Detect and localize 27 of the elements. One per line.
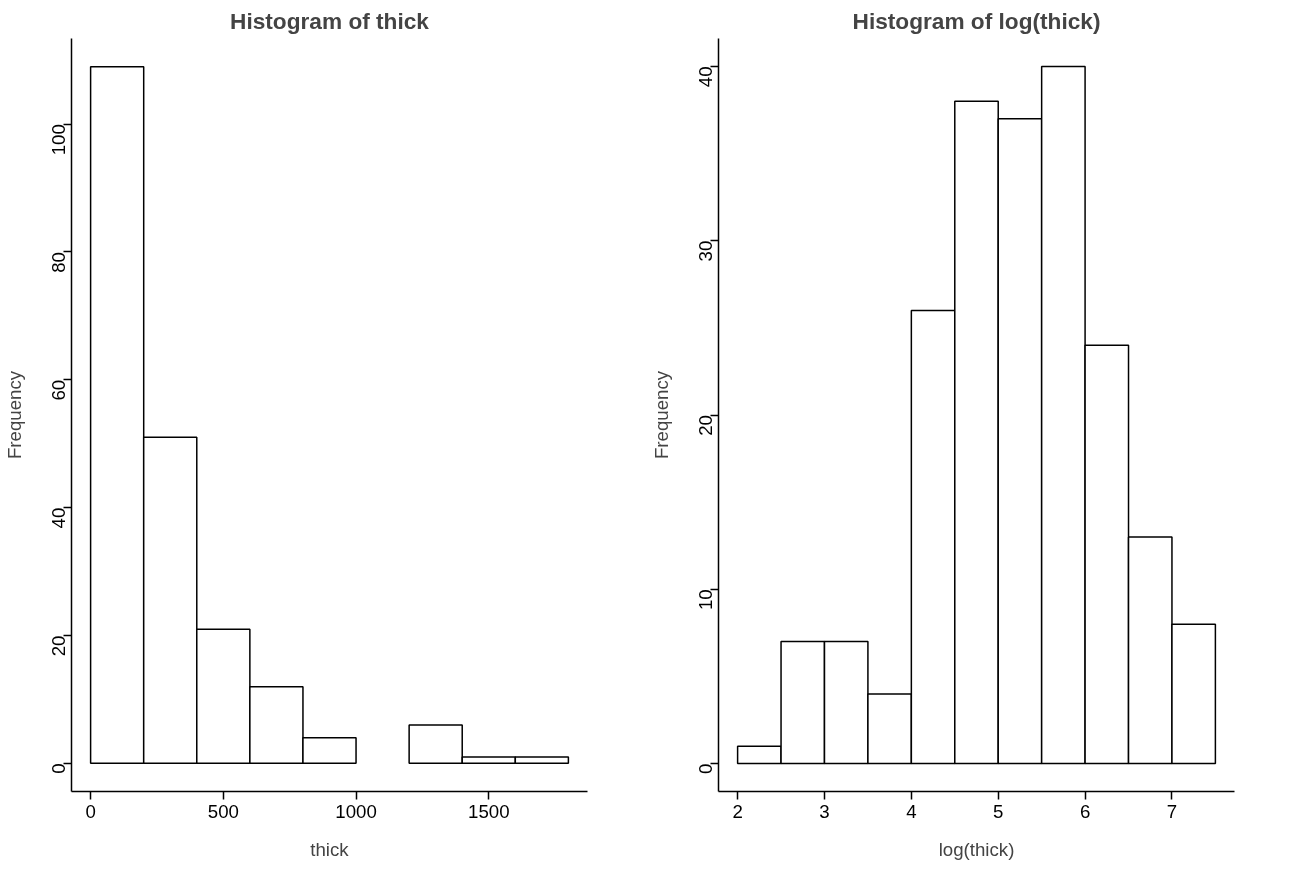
y-tick-label: 40 [48, 507, 69, 529]
x-tick-label: 0 [85, 800, 96, 822]
x-tick-label: 500 [207, 800, 239, 822]
y-tick-label: 20 [48, 635, 69, 657]
y-tick-label: 40 [695, 66, 716, 88]
y-axis-title: Frequency [650, 370, 672, 460]
x-tick-label: 5 [993, 800, 1004, 822]
y-tick-label: 30 [695, 240, 716, 262]
x-tick-label: 2 [732, 800, 743, 822]
x-tick-label: 7 [1166, 800, 1178, 822]
x-tick-label: 6 [1079, 800, 1091, 822]
y-tick-label: 10 [695, 589, 716, 611]
x-axis-title: thick [310, 838, 350, 860]
x-tick-label: 3 [819, 800, 830, 822]
chart-title: Histogram of log(thick) [852, 7, 1101, 34]
y-tick-label: 100 [48, 124, 69, 156]
x-tick-label: 1500 [468, 800, 510, 822]
y-tick-label: 80 [48, 251, 69, 273]
x-tick-label: 1000 [335, 800, 377, 822]
x-axis-title: log(thick) [938, 838, 1015, 860]
y-axis-title: Frequency [3, 370, 25, 460]
x-tick-label: 4 [906, 800, 917, 822]
y-tick-label: 60 [48, 379, 69, 401]
y-tick-label: 0 [48, 763, 69, 774]
chart-title: Histogram of thick [230, 7, 430, 34]
y-tick-label: 20 [695, 414, 716, 436]
y-tick-label: 0 [695, 763, 716, 774]
